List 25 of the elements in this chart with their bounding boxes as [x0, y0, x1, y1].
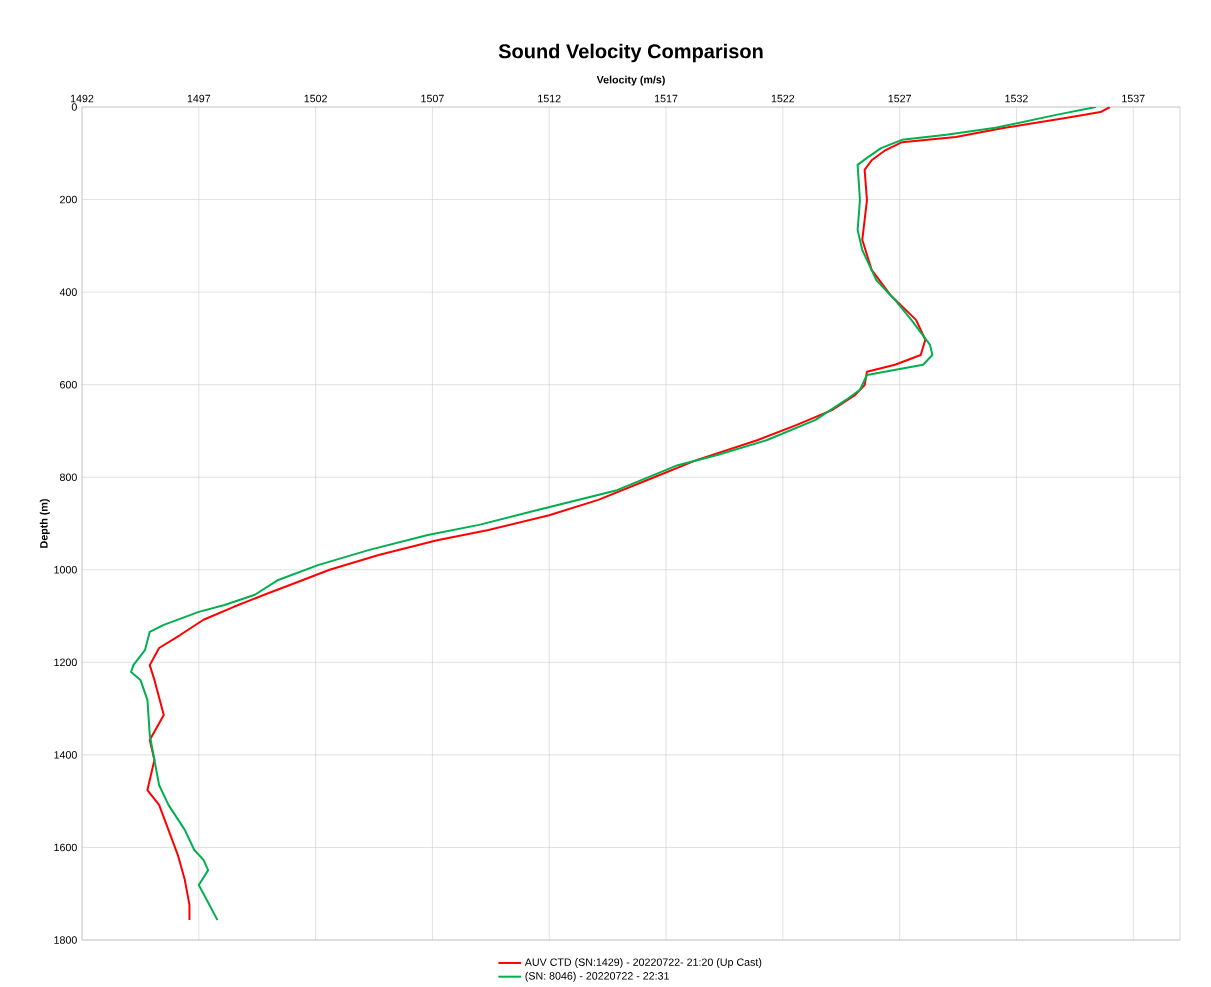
y-axis-title: Depth (m) [39, 499, 50, 548]
x-tick-label: 1537 [1122, 94, 1145, 103]
y-tick-label: 200 [60, 195, 77, 204]
y-tick-label: 1600 [54, 843, 77, 852]
legend-label: AUV CTD (SN:1429) - 20220722- 21:20 (Up Cast) [524, 958, 762, 969]
chart-title: Sound Velocity Comparison [498, 43, 763, 63]
x-tick-label: 1512 [538, 94, 561, 103]
x-axis-title: Velocity (m/s) [596, 75, 665, 86]
y-tick-label: 1000 [54, 566, 77, 574]
x-tick-label: 1497 [187, 94, 211, 103]
legend-label: (SN: 8046) - 20220722 - 22:31 [525, 971, 669, 982]
y-tick-label: 600 [60, 380, 77, 389]
y-tick-label: 0 [71, 103, 77, 111]
y-tick-label: 400 [59, 288, 77, 296]
x-tick-label: 1492 [70, 94, 94, 103]
y-tick-label: 1200 [54, 658, 77, 667]
x-tick-label: 1507 [421, 94, 444, 103]
x-tick-label: 1532 [1005, 94, 1028, 103]
x-tick-label: 1527 [888, 94, 911, 103]
x-tick-label: 1502 [304, 94, 327, 103]
y-tick-label: 1400 [54, 751, 77, 759]
y-tick-label: 800 [59, 473, 77, 482]
y-tick-label: 1800 [54, 936, 77, 944]
x-tick-label: 1522 [771, 94, 795, 103]
x-tick-label: 1517 [655, 94, 678, 103]
